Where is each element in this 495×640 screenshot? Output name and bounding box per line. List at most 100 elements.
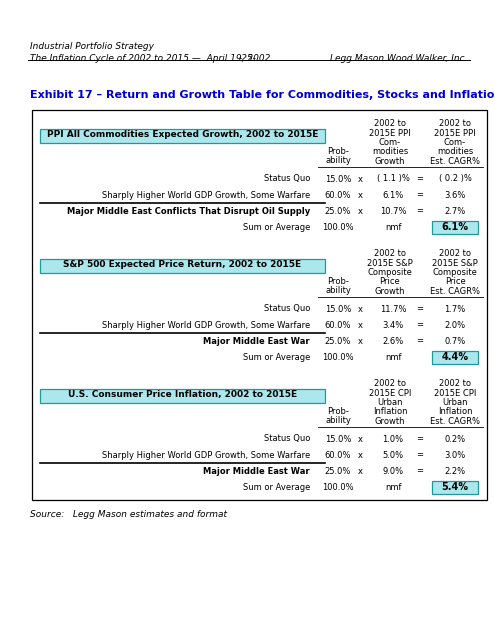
Text: 2002 to: 2002 to — [439, 119, 471, 128]
Text: 2015E CPI: 2015E CPI — [434, 388, 476, 397]
Text: Composite: Composite — [368, 268, 412, 277]
Text: 25.0%: 25.0% — [325, 207, 351, 216]
Text: 100.0%: 100.0% — [322, 353, 354, 362]
Text: =: = — [416, 337, 424, 346]
Text: modities: modities — [372, 147, 408, 157]
Text: x: x — [357, 451, 362, 460]
Text: 25.0%: 25.0% — [325, 337, 351, 346]
Text: =: = — [416, 207, 424, 216]
Text: 2.2%: 2.2% — [445, 467, 466, 476]
Text: modities: modities — [437, 147, 473, 157]
Text: Prob-: Prob- — [327, 147, 349, 156]
Text: =: = — [416, 467, 424, 476]
Text: The Inflation Cycle of 2002 to 2015 —  April 19, 2002: The Inflation Cycle of 2002 to 2015 — Ap… — [30, 54, 270, 63]
Text: x: x — [357, 337, 362, 346]
Text: 2002 to: 2002 to — [439, 249, 471, 258]
Text: ability: ability — [325, 416, 351, 425]
Text: 15.0%: 15.0% — [325, 305, 351, 314]
Text: Major Middle East War: Major Middle East War — [203, 337, 310, 346]
Text: nmf: nmf — [385, 223, 401, 232]
Text: ( 1.1 )%: ( 1.1 )% — [377, 175, 409, 184]
Text: U.S. Consumer Price Inflation, 2002 to 2015E: U.S. Consumer Price Inflation, 2002 to 2… — [68, 390, 297, 399]
Text: 2.0%: 2.0% — [445, 321, 466, 330]
Text: nmf: nmf — [385, 353, 401, 362]
Text: 6.1%: 6.1% — [382, 191, 403, 200]
Text: ability: ability — [325, 156, 351, 165]
Text: 5.0%: 5.0% — [383, 451, 403, 460]
Text: 2.7%: 2.7% — [445, 207, 466, 216]
Text: =: = — [416, 435, 424, 444]
Text: 15.0%: 15.0% — [325, 175, 351, 184]
Text: PPI All Commodities Expected Growth, 2002 to 2015E: PPI All Commodities Expected Growth, 200… — [47, 130, 318, 139]
Text: 2015E S&P: 2015E S&P — [432, 259, 478, 268]
Text: Exhibit 17 – Return and Growth Table for Commodities, Stocks and Inflation, 2002: Exhibit 17 – Return and Growth Table for… — [30, 90, 495, 100]
Text: Com-: Com- — [379, 138, 401, 147]
Text: x: x — [357, 175, 362, 184]
Text: ( 0.2 )%: ( 0.2 )% — [439, 175, 471, 184]
Text: nmf: nmf — [385, 483, 401, 492]
Bar — [32, 110, 487, 500]
Text: Price: Price — [445, 278, 465, 287]
Text: Prob-: Prob- — [327, 277, 349, 286]
Text: 11.7%: 11.7% — [380, 305, 406, 314]
Text: 2015E CPI: 2015E CPI — [369, 388, 411, 397]
Bar — [40, 259, 325, 273]
Text: 60.0%: 60.0% — [325, 321, 351, 330]
Text: =: = — [416, 175, 424, 184]
Text: Est. CAGR%: Est. CAGR% — [430, 157, 480, 166]
Text: 3.4%: 3.4% — [382, 321, 403, 330]
Text: Industrial Portfolio Strategy: Industrial Portfolio Strategy — [30, 42, 154, 51]
Text: 3.6%: 3.6% — [445, 191, 466, 200]
Text: S&P 500 Expected Price Return, 2002 to 2015E: S&P 500 Expected Price Return, 2002 to 2… — [63, 260, 301, 269]
Text: Sum or Average: Sum or Average — [243, 223, 310, 232]
Text: 2015E PPI: 2015E PPI — [434, 129, 476, 138]
Text: Prob-: Prob- — [327, 407, 349, 416]
Text: Est. CAGR%: Est. CAGR% — [430, 287, 480, 296]
Text: Com-: Com- — [444, 138, 466, 147]
Text: 60.0%: 60.0% — [325, 191, 351, 200]
Text: 2002 to: 2002 to — [374, 249, 406, 258]
Text: Major Middle East Conflicts That Disrupt Oil Supply: Major Middle East Conflicts That Disrupt… — [67, 207, 310, 216]
Bar — [432, 221, 478, 234]
Text: 0.7%: 0.7% — [445, 337, 466, 346]
Text: 60.0%: 60.0% — [325, 451, 351, 460]
Text: Est. CAGR%: Est. CAGR% — [430, 417, 480, 426]
Text: 0.2%: 0.2% — [445, 435, 466, 444]
Text: x: x — [357, 305, 362, 314]
Text: Urban: Urban — [442, 398, 468, 407]
Text: 100.0%: 100.0% — [322, 223, 354, 232]
Text: =: = — [416, 191, 424, 200]
Bar — [40, 389, 325, 403]
Text: Growth: Growth — [375, 157, 405, 166]
Text: x: x — [357, 435, 362, 444]
Text: Sum or Average: Sum or Average — [243, 353, 310, 362]
Text: 2.6%: 2.6% — [382, 337, 403, 346]
Text: 2002 to: 2002 to — [439, 379, 471, 388]
Text: 10.7%: 10.7% — [380, 207, 406, 216]
Text: Status Quo: Status Quo — [264, 175, 310, 184]
Text: 1.7%: 1.7% — [445, 305, 466, 314]
Text: x: x — [357, 191, 362, 200]
Text: Price: Price — [380, 278, 400, 287]
Text: -25-: -25- — [239, 54, 257, 63]
Text: 4.4%: 4.4% — [442, 352, 468, 362]
Text: 3.0%: 3.0% — [445, 451, 466, 460]
Text: x: x — [357, 321, 362, 330]
Text: Source:   Legg Mason estimates and format: Source: Legg Mason estimates and format — [30, 510, 227, 519]
Text: Legg Mason Wood Walker, Inc.: Legg Mason Wood Walker, Inc. — [331, 54, 468, 63]
Text: Status Quo: Status Quo — [264, 435, 310, 444]
Text: Status Quo: Status Quo — [264, 305, 310, 314]
Text: 2002 to: 2002 to — [374, 379, 406, 388]
Text: x: x — [357, 207, 362, 216]
Text: 25.0%: 25.0% — [325, 467, 351, 476]
Text: 6.1%: 6.1% — [442, 222, 468, 232]
Text: Inflation: Inflation — [438, 408, 472, 417]
Text: 9.0%: 9.0% — [383, 467, 403, 476]
Text: Composite: Composite — [433, 268, 478, 277]
Text: Growth: Growth — [375, 287, 405, 296]
Text: Inflation: Inflation — [373, 408, 407, 417]
Text: 100.0%: 100.0% — [322, 483, 354, 492]
Text: 15.0%: 15.0% — [325, 435, 351, 444]
Bar — [40, 129, 325, 143]
Text: Major Middle East War: Major Middle East War — [203, 467, 310, 476]
